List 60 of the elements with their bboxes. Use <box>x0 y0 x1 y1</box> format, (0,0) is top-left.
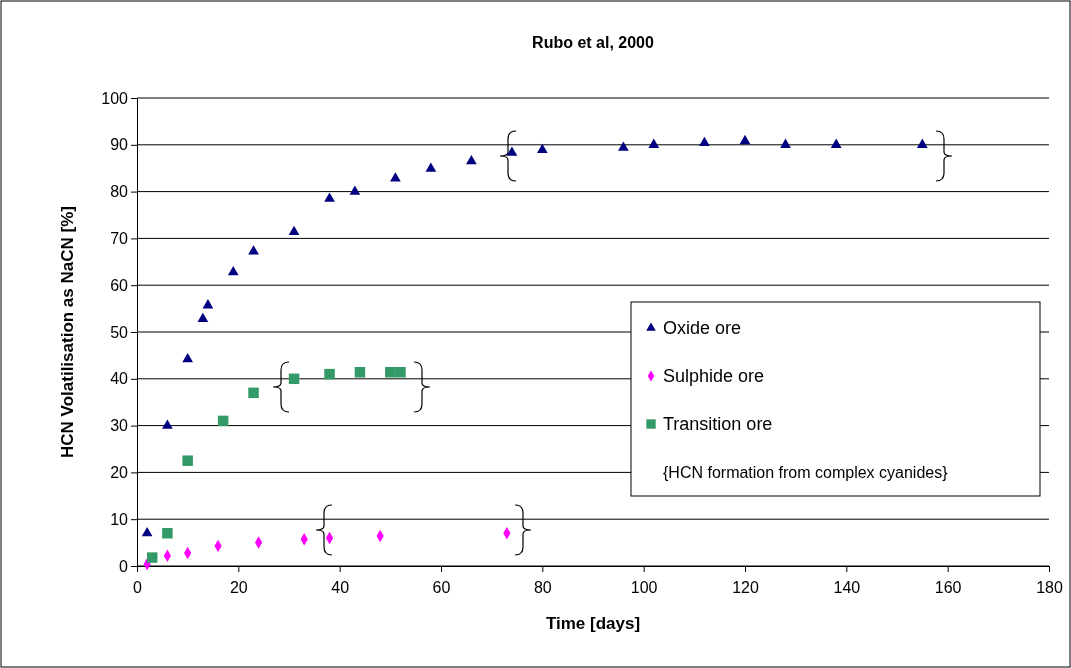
y-tick-label: 70 <box>110 230 129 248</box>
point <box>248 245 259 255</box>
y-tick-label: 100 <box>101 89 129 107</box>
point <box>162 419 173 429</box>
x-tick-label: 180 <box>1036 578 1063 596</box>
x-tick-label: 140 <box>833 578 861 596</box>
point <box>227 265 239 276</box>
y-tick-label: 30 <box>110 417 129 435</box>
y-tick-label: 50 <box>110 323 129 341</box>
point <box>390 172 401 182</box>
point <box>425 162 437 172</box>
x-tick-label: 100 <box>630 578 658 596</box>
point <box>536 143 548 154</box>
point <box>739 134 751 145</box>
x-tick-label: 40 <box>331 578 350 596</box>
annotation: {HCN formation from complex cyanides} <box>663 464 949 481</box>
legend-label: Oxide ore <box>663 318 742 338</box>
point <box>197 312 209 322</box>
y-tick-label: 0 <box>119 557 129 575</box>
point <box>182 352 194 363</box>
y-tick-label: 40 <box>110 370 129 388</box>
x-axis-title: Time [days] <box>545 614 641 633</box>
point <box>466 154 477 165</box>
legend-label: Sulphide ore <box>663 366 765 386</box>
point <box>288 373 300 385</box>
y-axis-title: HCN Volatilisation as NaCN [%] <box>58 206 77 458</box>
point <box>699 136 710 147</box>
point <box>395 367 406 378</box>
x-tick-label: 0 <box>133 578 143 596</box>
x-tick-label: 160 <box>934 578 962 596</box>
point <box>830 138 842 148</box>
point <box>354 367 366 378</box>
point <box>146 552 158 563</box>
point <box>141 527 153 537</box>
legend-label: Transition ore <box>663 414 773 434</box>
point <box>217 415 229 427</box>
y-tick-label: 60 <box>110 276 129 294</box>
point <box>288 225 300 235</box>
chart-title: Rubo et al, 2000 <box>532 34 655 51</box>
point <box>182 455 193 466</box>
point <box>385 367 396 378</box>
x-tick-label: 20 <box>229 578 248 596</box>
x-tick-label: 60 <box>432 578 451 596</box>
point <box>780 138 791 148</box>
point <box>248 387 259 399</box>
y-tick-label: 90 <box>110 136 129 154</box>
point <box>506 146 518 156</box>
y-tick-label: 10 <box>110 510 129 528</box>
point <box>349 185 361 195</box>
y-tick-label: 80 <box>110 183 129 201</box>
point <box>648 138 660 148</box>
y-tick-label: 20 <box>110 464 129 482</box>
point <box>618 141 629 151</box>
point <box>324 368 335 380</box>
x-tick-label: 80 <box>533 578 552 596</box>
point <box>324 192 335 202</box>
point <box>162 528 173 539</box>
x-tick-label: 120 <box>732 578 759 596</box>
point <box>202 299 214 309</box>
point <box>916 138 928 148</box>
